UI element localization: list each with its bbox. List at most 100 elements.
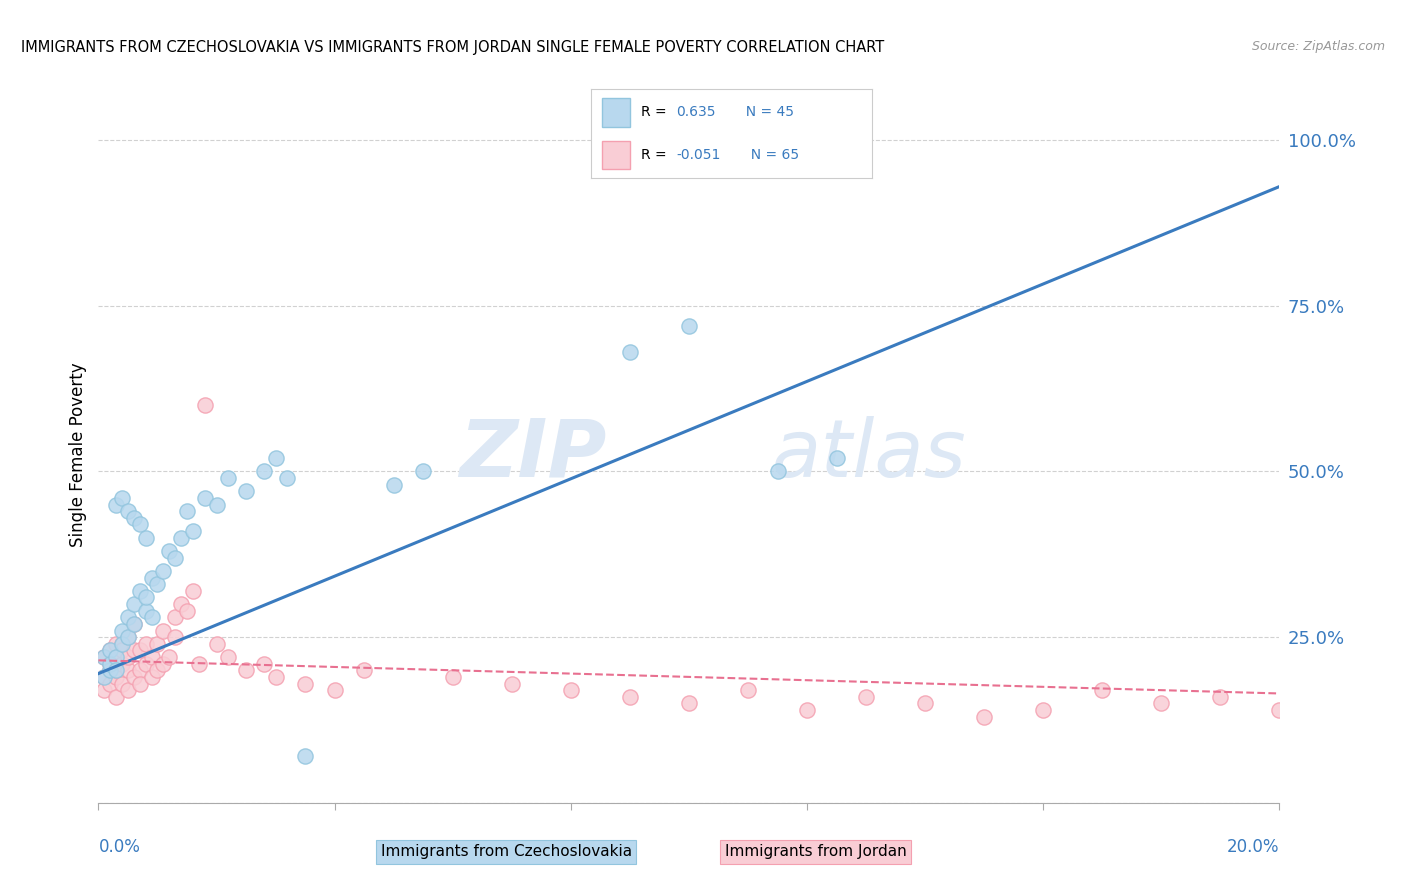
Point [98, 657, 121, 671]
FancyBboxPatch shape [602, 141, 630, 169]
Point [93, 650, 115, 665]
Text: R =: R = [641, 105, 671, 120]
Point [205, 498, 228, 512]
Point [796, 703, 818, 717]
Point [128, 643, 150, 657]
Point [766, 465, 789, 479]
Point [253, 657, 276, 671]
Point [619, 690, 641, 704]
Y-axis label: Single Female Poverty: Single Female Poverty [69, 363, 87, 547]
Point [914, 697, 936, 711]
Point [135, 531, 157, 545]
Point [122, 597, 145, 611]
Text: 0.635: 0.635 [676, 105, 716, 120]
Point [152, 657, 174, 671]
Point [619, 345, 641, 359]
Text: ZIP: ZIP [458, 416, 606, 494]
Point [264, 451, 287, 466]
Point [135, 637, 157, 651]
Text: R =: R = [641, 148, 671, 162]
Point [105, 650, 128, 665]
Point [678, 318, 700, 333]
Point [93, 670, 115, 684]
Point [128, 663, 150, 677]
Point [141, 610, 163, 624]
Point [187, 657, 209, 671]
Point [98, 643, 121, 657]
Point [98, 676, 121, 690]
Point [135, 657, 157, 671]
Point [412, 465, 434, 479]
Point [111, 643, 134, 657]
Point [117, 504, 139, 518]
Point [93, 670, 115, 684]
Point [276, 471, 298, 485]
Point [146, 577, 169, 591]
Point [1091, 683, 1114, 698]
Point [111, 624, 134, 638]
Point [128, 676, 150, 690]
Point [1268, 703, 1291, 717]
Point [353, 663, 375, 677]
Point [165, 550, 187, 565]
Point [117, 683, 139, 698]
Point [105, 650, 128, 665]
Text: Immigrants from Czechoslovakia: Immigrants from Czechoslovakia [381, 845, 631, 859]
Point [157, 650, 180, 665]
Point [111, 657, 134, 671]
Point [98, 663, 121, 677]
Point [165, 630, 187, 644]
Point [152, 624, 174, 638]
Point [678, 697, 700, 711]
Point [194, 491, 217, 505]
Text: Immigrants from Jordan: Immigrants from Jordan [724, 845, 907, 859]
Point [1209, 690, 1232, 704]
Point [117, 663, 139, 677]
Point [737, 683, 759, 698]
Point [157, 544, 180, 558]
Point [93, 683, 115, 698]
Point [181, 524, 204, 538]
Text: N = 45: N = 45 [737, 105, 794, 120]
Point [176, 604, 198, 618]
Point [105, 637, 128, 651]
Point [135, 591, 157, 605]
Point [855, 690, 877, 704]
Point [105, 498, 128, 512]
Point [181, 583, 204, 598]
Point [205, 637, 228, 651]
Point [122, 616, 145, 631]
Point [253, 465, 276, 479]
Point [111, 637, 134, 651]
Point [441, 670, 464, 684]
Point [135, 604, 157, 618]
Point [152, 564, 174, 578]
Point [122, 616, 145, 631]
Point [105, 670, 128, 684]
Text: 20.0%: 20.0% [1227, 838, 1279, 855]
Point [973, 709, 995, 723]
Point [1032, 703, 1054, 717]
Point [235, 663, 257, 677]
Point [117, 630, 139, 644]
Point [111, 676, 134, 690]
Point [141, 570, 163, 584]
Point [1150, 697, 1173, 711]
Point [128, 517, 150, 532]
Point [323, 683, 346, 698]
Point [98, 657, 121, 671]
Point [165, 610, 187, 624]
Point [128, 583, 150, 598]
Point [176, 504, 198, 518]
Point [117, 610, 139, 624]
Point [117, 630, 139, 644]
FancyBboxPatch shape [602, 98, 630, 127]
Point [264, 670, 287, 684]
Point [111, 491, 134, 505]
Point [294, 676, 316, 690]
Point [122, 670, 145, 684]
Point [98, 643, 121, 657]
Point [170, 597, 193, 611]
Point [217, 471, 239, 485]
Point [560, 683, 582, 698]
